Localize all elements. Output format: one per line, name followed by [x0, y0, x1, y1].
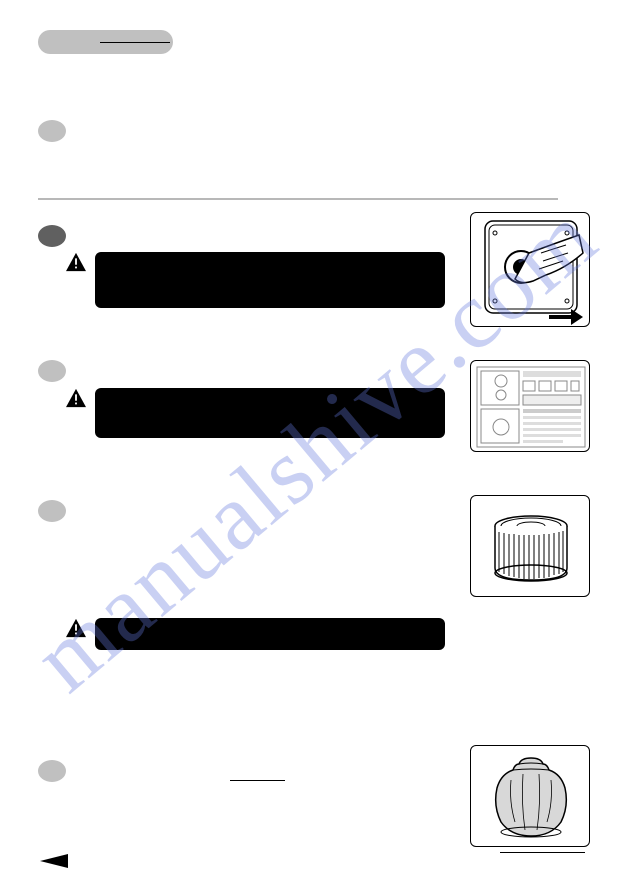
section-divider [38, 198, 558, 200]
step-marker-1 [38, 120, 66, 142]
step-marker-3 [38, 360, 66, 382]
figure-caption-underline [500, 852, 585, 853]
step-marker-5 [38, 760, 66, 782]
inline-underline [230, 780, 285, 781]
warning-block-2 [95, 388, 445, 438]
figure-cartridge-filter [470, 495, 590, 597]
step-marker-2 [38, 225, 66, 247]
warning-block-3 [95, 618, 445, 650]
step-marker-4 [38, 500, 66, 522]
section-header-underline [100, 42, 170, 43]
figure-label-sheet [470, 360, 590, 452]
warning-block-1 [95, 252, 445, 308]
figure-plug-outlet [470, 212, 590, 327]
warning-icon [65, 388, 87, 408]
manual-page: manualshive.com [0, 0, 629, 893]
page-corner-marker [40, 854, 68, 873]
warning-icon [65, 618, 87, 638]
warning-icon [65, 252, 87, 272]
figure-cloth-filter-bag [470, 745, 590, 847]
